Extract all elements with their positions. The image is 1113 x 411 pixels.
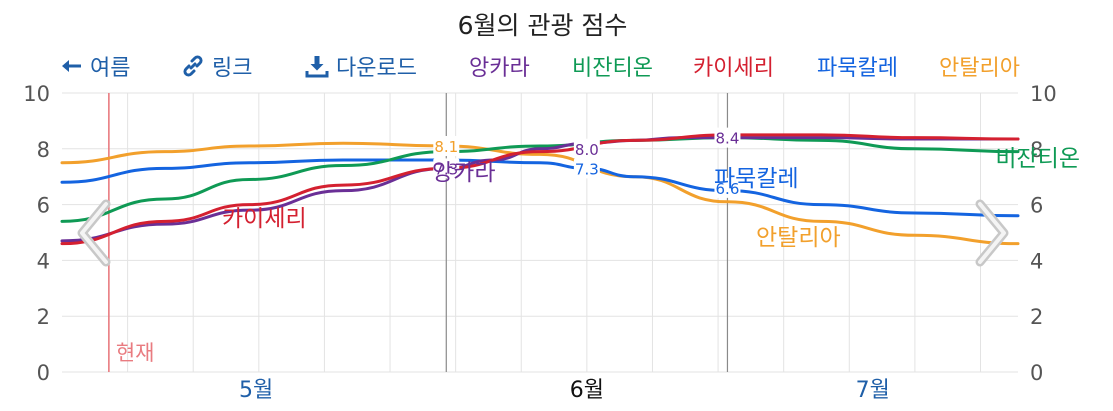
chart-title: 6월의 관광 점수 [457,11,628,40]
link-label: 링크 [212,56,253,81]
series-line-byzantine [60,136,1020,223]
summer-button[interactable]: 여름 [60,50,130,82]
series-line-angkor [60,136,1020,243]
inline-label-kaiserie: 카이세리 [222,206,307,232]
link-button[interactable]: 링크 [180,50,252,82]
y-tick-label-right: 0 [1030,361,1043,385]
y-tick-label-left: 0 [37,361,50,385]
series-line-antalya [60,141,1020,246]
point-label-bg [433,158,460,179]
y-tick-label-left: 2 [37,305,50,329]
arrow-left-icon [62,60,81,72]
legend-angkor[interactable]: 앙카라 [469,56,530,81]
download-label: 다운로드 [336,56,417,81]
y-tick-label-right: 4 [1030,249,1043,273]
download-button[interactable]: 다운로드 [304,50,417,82]
y-tick-label-right: 8 [1030,138,1043,162]
point-label-bg [433,136,460,157]
legend-pamukkale[interactable]: 파묵칼레 [817,56,898,81]
prev-arrow-button[interactable] [74,198,116,268]
now-label: 현재 [116,341,155,365]
x-month-label: 7월 [856,378,890,403]
y-tick-label-right: 2 [1030,305,1043,329]
y-tick-label-left: 4 [37,249,50,273]
link-icon [183,55,203,77]
point-label-pamukkale: 6.6 [716,180,740,198]
point-label-bg [573,158,600,179]
inline-label-byzantine: 비잔티온 [995,146,1080,172]
next-arrow-button[interactable] [970,198,1012,268]
y-tick-label-left: 8 [37,138,50,162]
point-label-angkor: 8.4 [716,130,740,148]
summer-label: 여름 [90,56,131,81]
x-month-label: 6월 [570,378,604,403]
series-line-pamukkale [60,158,1020,218]
point-label-bg [573,138,600,159]
point-label-angkor: 7.3 [434,160,458,178]
download-icon [305,56,329,78]
chevron-left-icon [77,199,111,267]
y-tick-label-left: 10 [23,82,50,106]
point-label-antalya: 8.1 [434,138,458,156]
point-label-bg [714,127,741,148]
inline-label-antalya: 안탈리아 [756,225,841,251]
chevron-right-icon [975,199,1009,267]
y-tick-label-right: 6 [1030,194,1043,218]
legend-byzantine[interactable]: 비잔티온 [572,56,653,81]
legend-antalya[interactable]: 안탈리아 [939,56,1020,81]
y-tick-label-right: 10 [1030,82,1057,106]
x-month-label: 5월 [239,378,273,403]
point-label-angkor: 8.0 [575,141,599,159]
toolbar: 여름 링크 다운로드 앙카라 비잔티온 카이세리 파묵칼레 안탈리아 [0,50,1113,84]
point-label-bg [714,177,741,198]
legend-kaiserie[interactable]: 카이세리 [693,56,774,81]
point-label-pamukkale: 7.3 [575,160,599,178]
inline-label-pamukkale: 파묵칼레 [714,166,799,192]
series-line-kaiserie [60,133,1020,246]
y-tick-label-left: 6 [37,194,50,218]
inline-label-angkor: 앙카라 [432,160,495,186]
